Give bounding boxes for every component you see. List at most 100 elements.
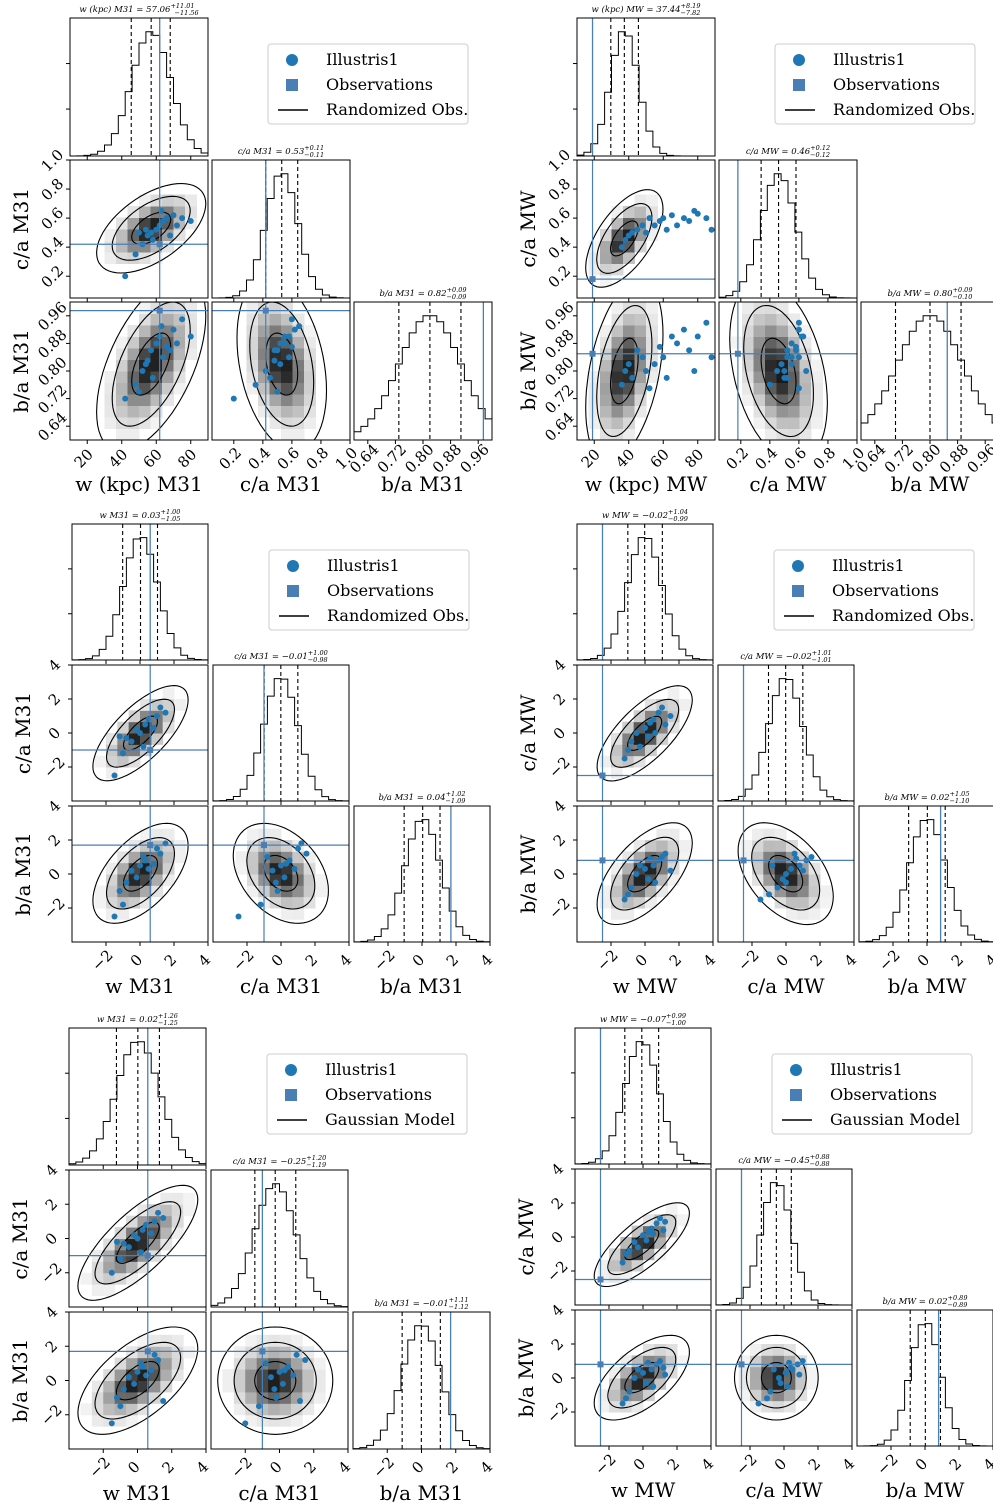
density-pixel: [633, 733, 646, 745]
density-pixel: [162, 371, 174, 383]
x-tick-label: 4: [700, 951, 719, 970]
density-pixel: [808, 862, 821, 875]
x-tick-label: −2: [591, 1450, 619, 1478]
density-pixel: [820, 885, 832, 898]
title-variable: c/a M31: [238, 147, 273, 157]
legend-marker-illustris: [287, 560, 299, 572]
density-pixel: [80, 1403, 93, 1416]
density-pixel: [303, 874, 316, 886]
title-minus: −0.88: [810, 1160, 830, 1168]
density-pixel: [127, 359, 140, 372]
density-pixel: [611, 371, 624, 383]
histogram-1: [719, 173, 857, 298]
density-pixel: [290, 1380, 303, 1393]
density-pixel: [148, 1391, 161, 1404]
illustris-point: [643, 1380, 650, 1387]
density-pixel: [788, 394, 800, 406]
density-pixel: [137, 1204, 150, 1217]
density-pixel: [269, 896, 282, 909]
cell-content: [354, 806, 490, 942]
density-pixel: [304, 336, 316, 349]
title-value: −0.01: [282, 652, 308, 662]
title-variable: w MW: [602, 511, 631, 521]
density-pixel: [799, 359, 812, 372]
illustris-point: [629, 229, 636, 236]
density-pixel: [281, 874, 293, 886]
density-pixel: [128, 862, 141, 875]
axes-frame: [352, 1311, 491, 1450]
density-pixel: [776, 325, 789, 337]
histogram-0: [577, 31, 715, 156]
density-pixel: [645, 721, 657, 734]
density-pixel: [245, 1414, 258, 1427]
illustris-point: [625, 891, 631, 898]
y-tick-label: 0.96: [541, 298, 577, 334]
density-pixel: [233, 1346, 246, 1359]
density-pixel: [151, 699, 164, 711]
density-pixel: [315, 874, 327, 886]
density-pixel: [279, 1414, 292, 1427]
density-pixel: [162, 240, 174, 253]
density-pixel: [233, 1369, 246, 1381]
density-pixel: [799, 336, 812, 349]
density-pixel: [114, 1380, 127, 1393]
illustris-point: [778, 361, 785, 368]
illustris-point: [291, 865, 298, 872]
illustris-point: [686, 218, 693, 225]
title-minus: −0.09: [446, 293, 466, 301]
title-variable: c/a MW: [738, 1156, 772, 1166]
density-pixel: [91, 1261, 104, 1274]
density-pixel: [281, 862, 293, 875]
density-pixel: [258, 405, 270, 418]
contour-1: [610, 698, 680, 768]
illustris-point: [173, 340, 180, 347]
illustris-point: [281, 874, 288, 881]
density-pixel: [677, 1214, 689, 1227]
contour-0: [254, 1360, 297, 1401]
observation-marker: [734, 350, 741, 357]
y-tick-label: 0.6: [545, 204, 575, 234]
legend-marker-illustris: [793, 54, 805, 66]
illustris-point: [148, 1230, 155, 1237]
title-minus: −0.10: [952, 293, 972, 301]
x-tick-label: 2: [302, 951, 321, 970]
illustris-point: [117, 1403, 124, 1410]
title-equals: =: [921, 289, 934, 299]
y-tick-label: 2: [42, 1337, 61, 1356]
density-pixel: [611, 417, 624, 429]
illustris-point: [764, 1395, 770, 1402]
density-pixel: [622, 721, 635, 734]
density-pixel: [753, 313, 766, 326]
density-pixel: [654, 1366, 667, 1379]
density-pixel: [765, 371, 777, 383]
illustris-point: [277, 340, 284, 347]
density-pixel: [634, 313, 647, 326]
density-pixel: [233, 1391, 246, 1404]
contour-1: [596, 304, 653, 438]
density-pixel: [103, 1284, 116, 1297]
density-pixel: [600, 325, 612, 337]
density-pixel: [258, 382, 270, 395]
density-pixel: [304, 382, 316, 395]
title-plus: +0.12: [810, 144, 830, 152]
density-pixel: [303, 896, 316, 909]
density-pixel: [786, 896, 798, 909]
y-axis-label-1: c/a M31: [8, 1197, 32, 1279]
density-pixel: [103, 1261, 116, 1274]
density-pixel: [304, 417, 316, 429]
observation-marker: [589, 350, 596, 357]
density-pixel: [799, 371, 812, 383]
density-pixel: [137, 1227, 150, 1239]
observation-marker: [589, 276, 596, 283]
cell-content: [577, 302, 715, 440]
title-value: 57.06: [146, 5, 171, 15]
x-axis-label-1: c/a MW: [749, 472, 827, 496]
density-pixel: [808, 874, 821, 886]
density-pixel: [140, 885, 152, 898]
contour-2: [236, 302, 328, 440]
illustris-point: [796, 862, 803, 869]
density-pixel: [114, 1357, 127, 1370]
contour-1: [105, 698, 176, 768]
density-pixel: [258, 313, 270, 326]
density-pixel: [171, 1334, 184, 1347]
